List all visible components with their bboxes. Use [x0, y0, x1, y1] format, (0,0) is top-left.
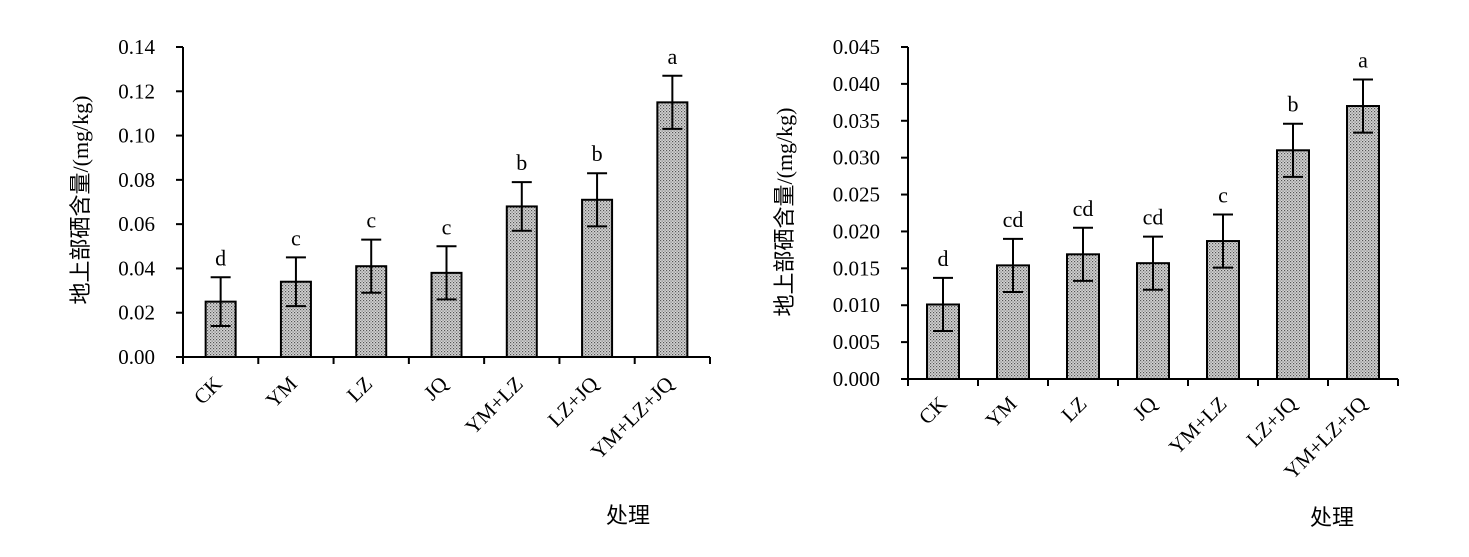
y-tick-label: 0.04	[118, 256, 155, 280]
significance-letter: cd	[1073, 196, 1094, 221]
significance-letter: c	[1218, 182, 1228, 207]
y-tick-label: 0.015	[833, 256, 880, 280]
y-tick-label: 0.020	[833, 219, 880, 243]
y-tick-label: 0.00	[118, 345, 155, 369]
bar	[1346, 105, 1380, 381]
y-tick-label: 0.12	[118, 79, 155, 103]
y-tick-label: 0.005	[833, 330, 880, 354]
significance-letter: b	[592, 141, 603, 166]
y-tick-label: 0.000	[833, 367, 880, 391]
bar	[656, 101, 689, 358]
x-tick-label: CK	[189, 372, 227, 410]
x-tick-label: YM+LZ	[1164, 392, 1231, 459]
y-tick-label: 0.010	[833, 293, 880, 317]
significance-letter: a	[1358, 47, 1368, 72]
bar	[1276, 149, 1310, 380]
x-tick-label: LZ+JQ	[543, 372, 603, 432]
x-axis-label: 处理	[1310, 505, 1354, 530]
y-tick-label: 0.030	[833, 146, 880, 170]
x-tick-label: JQ	[419, 372, 452, 405]
significance-letter: b	[516, 150, 527, 175]
chart-right: 地上部硒含量/(mg/kg) 处理 0.000 0.005 0.010 0.015 0.…	[772, 35, 1399, 530]
x-tick-label: YM	[261, 371, 302, 412]
y-tick-label: 0.10	[118, 124, 155, 148]
y-axis-label: 地上部硒含量/(mg/kg)	[68, 96, 93, 305]
bar	[1136, 262, 1170, 380]
significance-letter: c	[366, 208, 376, 233]
chart-left: 地上部硒含量/(mg/kg) 处理 0.00 0.02 0.04 0.06 0.08 0.…	[68, 35, 711, 528]
significance-letter: c	[442, 214, 452, 239]
x-axis-label: 处理	[606, 503, 650, 528]
significance-letter: a	[667, 44, 677, 69]
y-tick-label: 0.035	[833, 109, 880, 133]
x-tick-label: CK	[914, 392, 952, 430]
y-tick-label: 0.025	[833, 183, 880, 207]
significance-letter: b	[1288, 92, 1299, 117]
significance-letter: d	[215, 245, 226, 270]
significance-letter: cd	[1003, 207, 1024, 232]
y-tick-label: 0.045	[833, 35, 880, 59]
significance-letter: cd	[1143, 205, 1164, 230]
y-axis-label: 地上部硒含量/(mg/kg)	[772, 108, 797, 317]
y-tick-label: 0.14	[118, 35, 155, 59]
x-tick-label: LZ	[1056, 392, 1091, 427]
x-tick-label: LZ	[342, 372, 377, 407]
y-tick-label: 0.06	[118, 212, 155, 236]
x-tick-label: YM	[981, 391, 1022, 432]
x-tick-label: JQ	[1128, 392, 1161, 425]
y-tick-label: 0.040	[833, 72, 880, 96]
x-tick-label: YM+LZ	[460, 372, 527, 439]
y-tick-label: 0.08	[118, 168, 155, 192]
x-tick-label: LZ+JQ	[1242, 392, 1302, 452]
y-tick-label: 0.02	[118, 301, 155, 325]
significance-letter: d	[938, 246, 949, 271]
significance-letter: c	[291, 225, 301, 250]
